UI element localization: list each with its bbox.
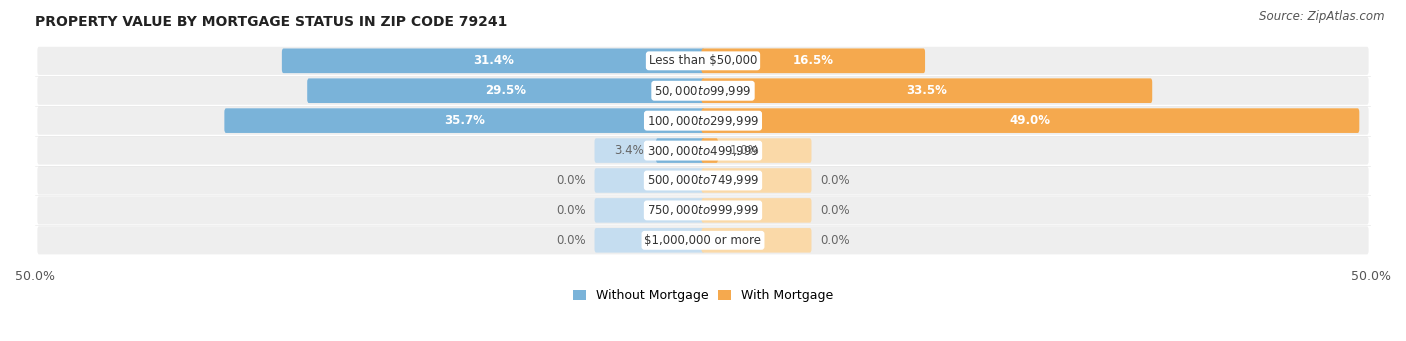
FancyBboxPatch shape <box>702 138 718 163</box>
FancyBboxPatch shape <box>657 138 704 163</box>
Text: 0.0%: 0.0% <box>555 174 585 187</box>
Text: $50,000 to $99,999: $50,000 to $99,999 <box>654 84 752 98</box>
Text: $500,000 to $749,999: $500,000 to $749,999 <box>647 174 759 188</box>
FancyBboxPatch shape <box>225 108 704 133</box>
Text: 31.4%: 31.4% <box>472 54 513 67</box>
Text: 16.5%: 16.5% <box>793 54 834 67</box>
FancyBboxPatch shape <box>595 228 704 253</box>
FancyBboxPatch shape <box>702 108 1360 133</box>
Text: 0.0%: 0.0% <box>821 204 851 217</box>
Text: Source: ZipAtlas.com: Source: ZipAtlas.com <box>1260 10 1385 23</box>
FancyBboxPatch shape <box>595 138 704 163</box>
FancyBboxPatch shape <box>702 48 925 73</box>
Text: 3.4%: 3.4% <box>614 144 644 157</box>
Text: $1,000,000 or more: $1,000,000 or more <box>644 234 762 247</box>
Text: $100,000 to $299,999: $100,000 to $299,999 <box>647 114 759 128</box>
Text: 1.0%: 1.0% <box>730 144 759 157</box>
FancyBboxPatch shape <box>308 78 704 103</box>
FancyBboxPatch shape <box>702 228 811 253</box>
Text: PROPERTY VALUE BY MORTGAGE STATUS IN ZIP CODE 79241: PROPERTY VALUE BY MORTGAGE STATUS IN ZIP… <box>35 15 508 29</box>
FancyBboxPatch shape <box>702 78 1152 103</box>
FancyBboxPatch shape <box>308 78 704 103</box>
FancyBboxPatch shape <box>702 48 925 73</box>
FancyBboxPatch shape <box>702 78 1152 103</box>
FancyBboxPatch shape <box>281 48 704 73</box>
FancyBboxPatch shape <box>595 168 704 193</box>
Legend: Without Mortgage, With Mortgage: Without Mortgage, With Mortgage <box>568 284 838 307</box>
FancyBboxPatch shape <box>38 166 1368 195</box>
Text: $300,000 to $499,999: $300,000 to $499,999 <box>647 144 759 158</box>
Text: 0.0%: 0.0% <box>555 234 585 247</box>
Text: 0.0%: 0.0% <box>821 174 851 187</box>
Text: 0.0%: 0.0% <box>555 204 585 217</box>
FancyBboxPatch shape <box>225 108 704 133</box>
FancyBboxPatch shape <box>702 108 1360 133</box>
FancyBboxPatch shape <box>281 48 704 73</box>
FancyBboxPatch shape <box>38 196 1368 224</box>
Text: 49.0%: 49.0% <box>1010 114 1050 127</box>
FancyBboxPatch shape <box>702 138 811 163</box>
FancyBboxPatch shape <box>38 107 1368 135</box>
FancyBboxPatch shape <box>38 226 1368 254</box>
FancyBboxPatch shape <box>702 168 811 193</box>
Text: 35.7%: 35.7% <box>444 114 485 127</box>
FancyBboxPatch shape <box>38 47 1368 75</box>
FancyBboxPatch shape <box>38 136 1368 165</box>
Text: 33.5%: 33.5% <box>907 84 948 97</box>
Text: Less than $50,000: Less than $50,000 <box>648 54 758 67</box>
FancyBboxPatch shape <box>38 77 1368 105</box>
FancyBboxPatch shape <box>595 198 704 223</box>
Text: 29.5%: 29.5% <box>485 84 526 97</box>
FancyBboxPatch shape <box>702 198 811 223</box>
Text: 0.0%: 0.0% <box>821 234 851 247</box>
Text: $750,000 to $999,999: $750,000 to $999,999 <box>647 204 759 218</box>
